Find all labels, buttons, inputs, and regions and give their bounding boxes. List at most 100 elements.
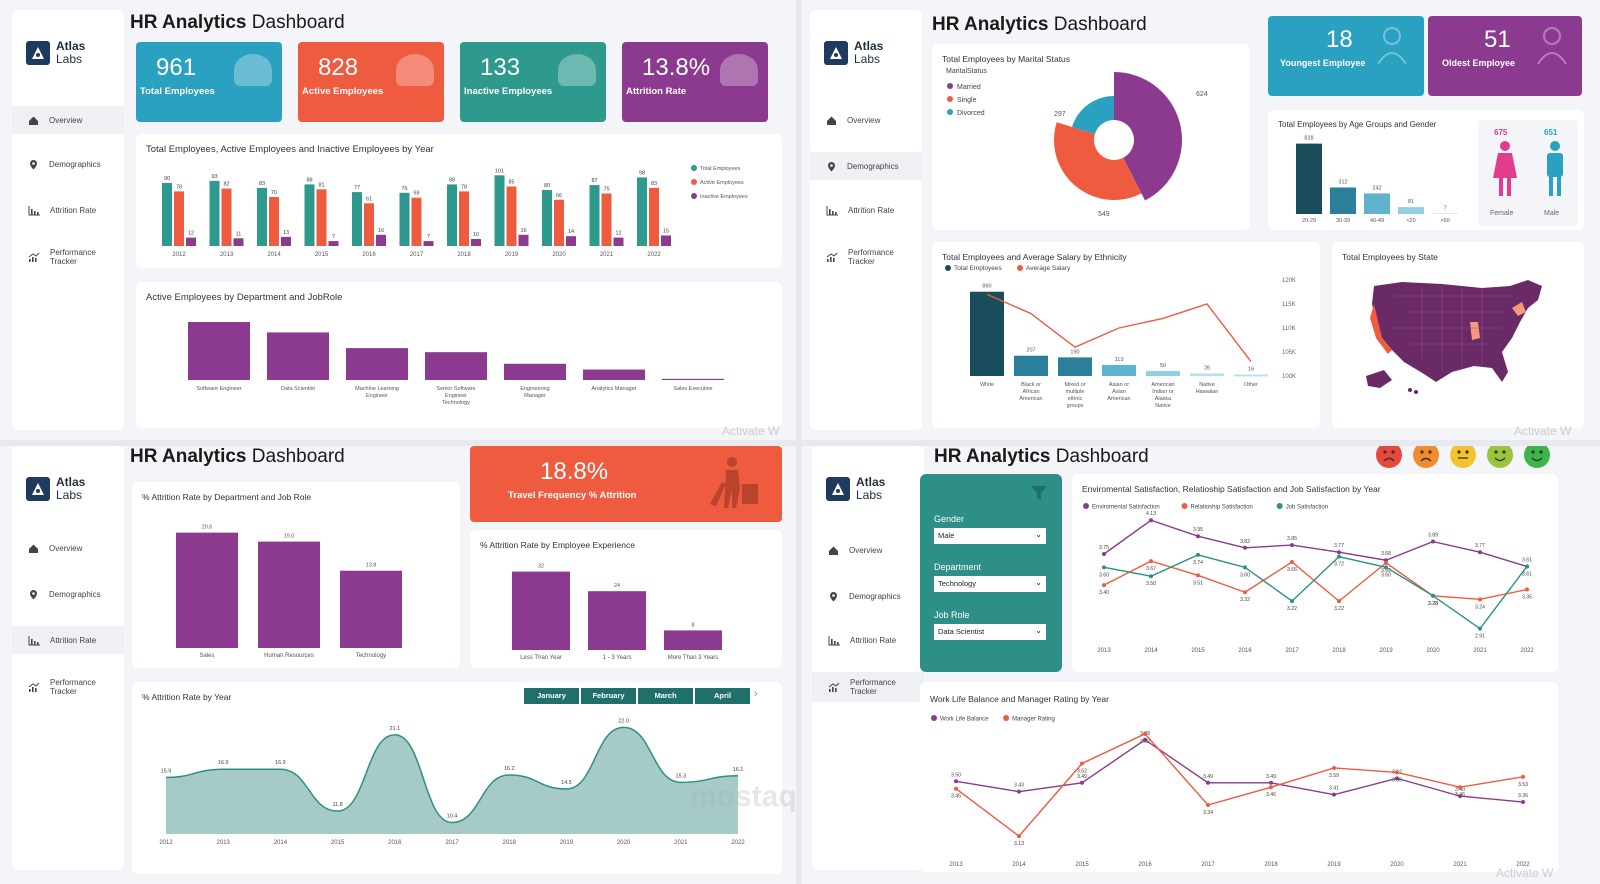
nav-overview[interactable]: Overview — [12, 106, 124, 134]
data-point — [1102, 583, 1106, 588]
nav-attrition[interactable]: Attrition Rate — [12, 626, 124, 654]
job-role-select[interactable]: Data Scientist ⌄ — [934, 624, 1046, 640]
brand-name: Atlas — [856, 475, 886, 489]
tick-label: American — [1019, 396, 1042, 402]
nav-label: Demographics — [847, 161, 899, 171]
data-point — [1384, 560, 1388, 565]
tick-label: Less Than Year — [520, 655, 562, 661]
bar — [188, 322, 250, 380]
data-point — [1431, 593, 1435, 598]
kpi-card: 828 Active Employees — [298, 42, 444, 122]
data-label: 3.75 — [1099, 545, 1109, 551]
bar — [176, 532, 238, 648]
data-label: 3.43 — [1014, 783, 1024, 789]
satisfaction-line-chart: Enviromental Satisfaction 3.75 4.13 3.95 3.8… — [1083, 503, 1534, 654]
bar — [661, 235, 671, 246]
data-label: 81 — [318, 182, 324, 188]
gender-select[interactable]: Male ⌄ — [934, 528, 1046, 544]
emoji-face-icon[interactable] — [1524, 446, 1550, 468]
tick-label: ethnic — [1068, 396, 1083, 402]
bar — [601, 193, 612, 246]
data-label: 10 — [473, 232, 479, 238]
home-icon — [29, 544, 38, 553]
bar — [518, 234, 529, 246]
legend-label: Manager Rating — [1012, 717, 1055, 723]
filter-icon[interactable] — [1030, 484, 1048, 502]
data-point — [1478, 550, 1482, 555]
nav-performance[interactable]: Performance Tracker — [12, 242, 124, 272]
month-february[interactable]: February — [581, 688, 636, 704]
travel-kpi: 18.8% Travel Frequency % Attrition — [470, 446, 782, 522]
data-label: 3.41 — [1329, 786, 1339, 792]
overview-dashboard: Atlas Labs Overview Demographics Attritio… — [0, 0, 796, 440]
nav-overview[interactable]: Overview — [12, 534, 124, 562]
nav-overview[interactable]: Overview — [810, 106, 922, 134]
nav-overview[interactable]: Overview — [812, 536, 924, 564]
nav-attrition[interactable]: Attrition Rate — [812, 626, 924, 654]
data-label: 3.60 — [1099, 572, 1109, 578]
tick-label: 2019 — [505, 252, 519, 258]
nav-demographics[interactable]: Demographics — [810, 152, 922, 180]
logo: Atlas Labs — [826, 476, 885, 502]
legend-title: MaritalStatus — [946, 68, 987, 75]
tick-label: Manager — [524, 393, 546, 399]
data-label: 20.6 — [202, 525, 213, 531]
kpi-value: 18 — [1326, 26, 1353, 53]
department-select[interactable]: Technology ⌄ — [934, 576, 1046, 592]
bar — [1146, 371, 1180, 376]
female-icon — [1493, 141, 1517, 196]
nav-performance[interactable]: Performance Tracker — [812, 672, 924, 702]
bar — [1296, 143, 1322, 214]
chart-title: Work Life Balance and Manager Rating by … — [930, 694, 1109, 704]
legend-marker — [1276, 503, 1283, 509]
data-label: 50 — [1160, 363, 1166, 369]
emoji-face-icon[interactable] — [1376, 446, 1402, 468]
tick-label: Software Engineer — [196, 386, 241, 392]
data-label: 2.91 — [1475, 634, 1485, 640]
kpi-label: Youngest Employee — [1280, 58, 1366, 68]
marital-card: Total Employees by Marital Status Marita… — [932, 44, 1250, 230]
month-april[interactable]: April — [695, 688, 750, 704]
bar — [566, 236, 576, 246]
tick-label: groups — [1067, 403, 1084, 409]
data-point — [1337, 599, 1341, 604]
data-label: 14 — [568, 229, 574, 235]
logo: Atlas Labs — [824, 40, 883, 66]
activate-watermark: Activate W — [1514, 424, 1572, 438]
month-march[interactable]: March — [638, 688, 693, 704]
emoji-face-icon[interactable] — [1487, 446, 1513, 468]
nav-label: Demographics — [49, 589, 101, 599]
person-x-icon — [558, 54, 596, 86]
kpi-value: 961 — [156, 54, 197, 81]
nav-performance[interactable]: Performance Tracker — [12, 672, 124, 702]
tick-label: Engineer — [445, 393, 467, 399]
chevron-down-icon: ⌄ — [1035, 530, 1042, 539]
nav-demographics[interactable]: Demographics — [812, 582, 924, 610]
chevron-down-icon: ⌄ — [1035, 578, 1042, 587]
data-label: 16.9 — [218, 760, 229, 766]
emoji-face-icon[interactable] — [1450, 446, 1476, 468]
series-line — [1103, 560, 1528, 603]
chart-title: Total Employees by Age Groups and Gender — [1278, 120, 1437, 129]
bar — [162, 183, 172, 246]
data-label: 3.65 — [1381, 568, 1391, 574]
nav-demographics[interactable]: Demographics — [12, 150, 124, 178]
tick-label: Black or — [1021, 382, 1041, 388]
nav-performance[interactable]: Performance Tracker — [810, 242, 922, 272]
data-label: 87 — [591, 178, 597, 184]
nav-attrition[interactable]: Attrition Rate — [12, 196, 124, 224]
chevron-right-icon[interactable]: › — [754, 688, 758, 700]
emoji-face-icon[interactable] — [1413, 446, 1439, 468]
nav-label: Attrition Rate — [50, 205, 97, 215]
data-label: 860 — [982, 284, 991, 290]
legend-label: Total Employees — [700, 166, 741, 172]
month-january[interactable]: January — [524, 688, 579, 704]
nav-demographics[interactable]: Demographics — [12, 580, 124, 608]
nav-attrition[interactable]: Attrition Rate — [810, 196, 922, 224]
bar — [583, 369, 645, 380]
tick-label: Native — [1199, 382, 1215, 388]
tick-label: 2021 — [674, 840, 688, 846]
data-point — [1478, 626, 1482, 631]
tick-label: Alaska — [1155, 396, 1172, 402]
person-icon — [396, 54, 434, 86]
